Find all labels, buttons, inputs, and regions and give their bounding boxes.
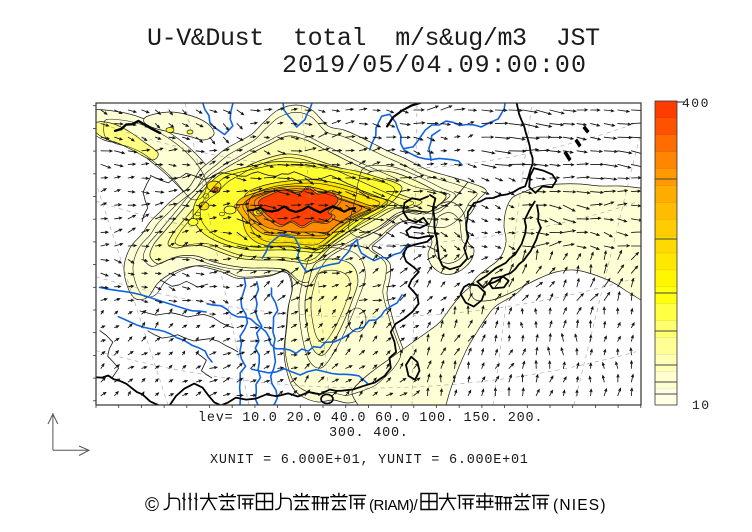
- svg-text:2019/05/04.09:00:00: 2019/05/04.09:00:00: [282, 51, 587, 80]
- svg-text:XUNIT = 6.000E+01, YUNIT = 6.0: XUNIT = 6.000E+01, YUNIT = 6.000E+01: [210, 453, 529, 468]
- svg-text:300. 400.: 300. 400.: [329, 426, 409, 441]
- svg-text:(NIES): (NIES): [553, 497, 607, 514]
- svg-text:10: 10: [692, 398, 711, 413]
- svg-text:(RIAM)/: (RIAM)/: [369, 497, 418, 514]
- svg-text:400: 400: [682, 96, 710, 111]
- svg-text:©: ©: [145, 495, 159, 516]
- svg-text:lev= 10.0 20.0 40.0 60.0 100.: lev= 10.0 20.0 40.0 60.0 100. 150. 200.: [198, 411, 543, 426]
- svg-text:U-V&Dust total m/s&ug/m3 JS: U-V&Dust total m/s&ug/m3 JST: [147, 24, 600, 53]
